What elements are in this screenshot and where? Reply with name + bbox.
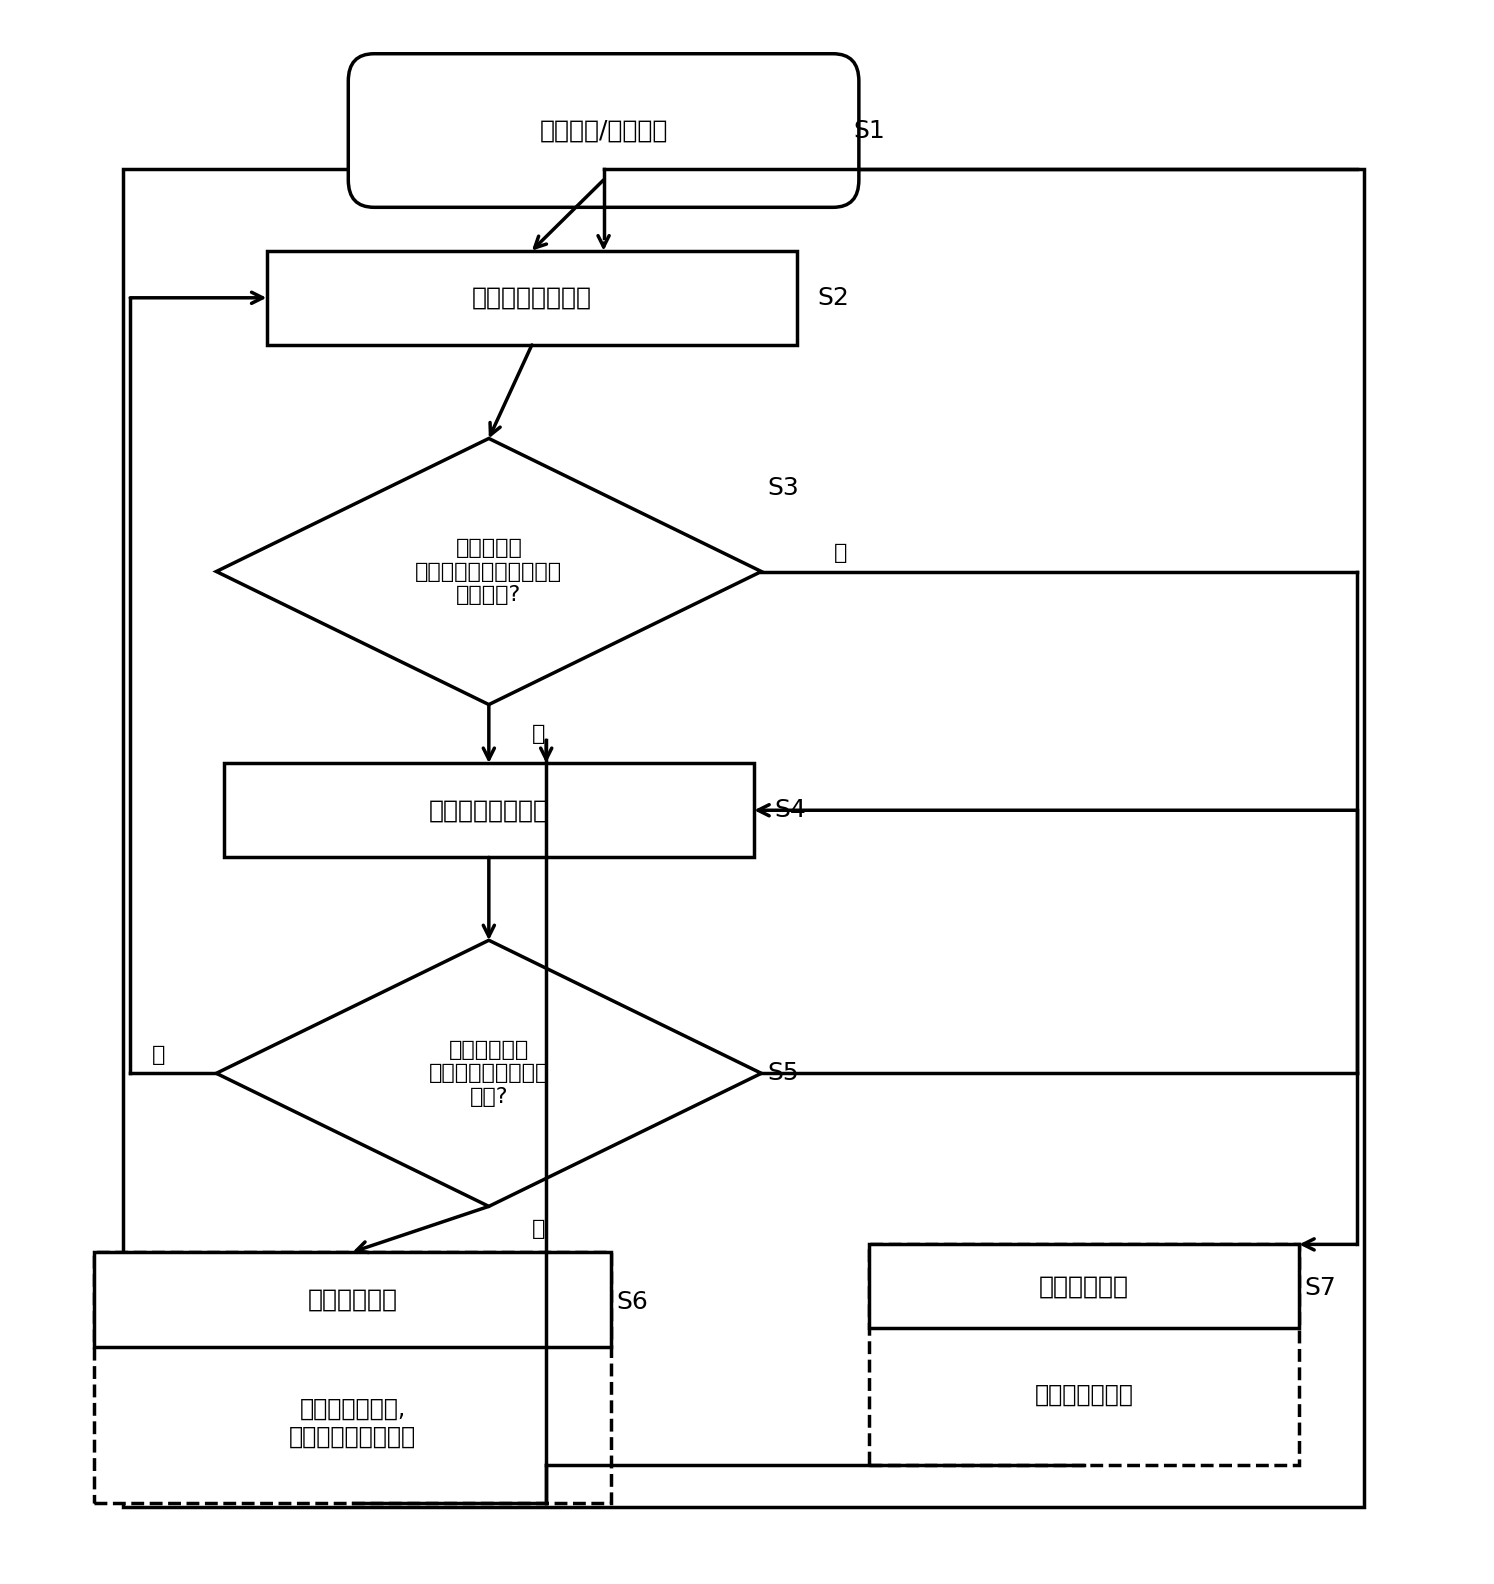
Text: 开始母机/子机设定: 开始母机/子机设定 — [539, 119, 668, 143]
Text: S2: S2 — [817, 285, 849, 310]
Bar — [870, 1245, 1300, 1327]
Bar — [870, 1245, 1300, 1465]
Text: S6: S6 — [617, 1291, 648, 1315]
Text: S5: S5 — [766, 1061, 799, 1085]
Text: 否: 否 — [532, 1220, 545, 1239]
Text: S4: S4 — [774, 798, 805, 822]
Text: 是: 是 — [834, 543, 847, 564]
Text: S1: S1 — [853, 119, 884, 143]
Text: 设定受信待机时间: 设定受信待机时间 — [472, 285, 592, 310]
Text: 开始子机动作: 开始子机动作 — [1038, 1274, 1129, 1299]
Text: 是否在受信
待机时间内接收到了同步
控制信号?: 是否在受信 待机时间内接收到了同步 控制信号? — [415, 539, 562, 605]
Text: S3: S3 — [766, 475, 799, 501]
FancyBboxPatch shape — [348, 54, 859, 208]
Text: S7: S7 — [1304, 1277, 1337, 1300]
Bar — [266, 250, 798, 345]
Bar — [94, 1251, 611, 1503]
Text: 是否在输出的
同时接收到同步控制
信号?: 是否在输出的 同时接收到同步控制 信号? — [429, 1041, 548, 1107]
Text: 是: 是 — [152, 1045, 166, 1064]
Text: 开始母机动作: 开始母机动作 — [308, 1288, 397, 1312]
Text: 信号同步的发光: 信号同步的发光 — [1035, 1383, 1134, 1407]
Polygon shape — [217, 941, 762, 1207]
Text: 输出同步控制信号: 输出同步控制信号 — [429, 798, 548, 822]
Text: 信号同步的发光,
并输出同步控制信号: 信号同步的发光, 并输出同步控制信号 — [288, 1397, 417, 1448]
Bar — [94, 1251, 611, 1348]
Polygon shape — [217, 439, 762, 705]
Text: 否: 否 — [532, 724, 545, 744]
Bar — [224, 763, 754, 857]
Bar — [123, 168, 1364, 1506]
